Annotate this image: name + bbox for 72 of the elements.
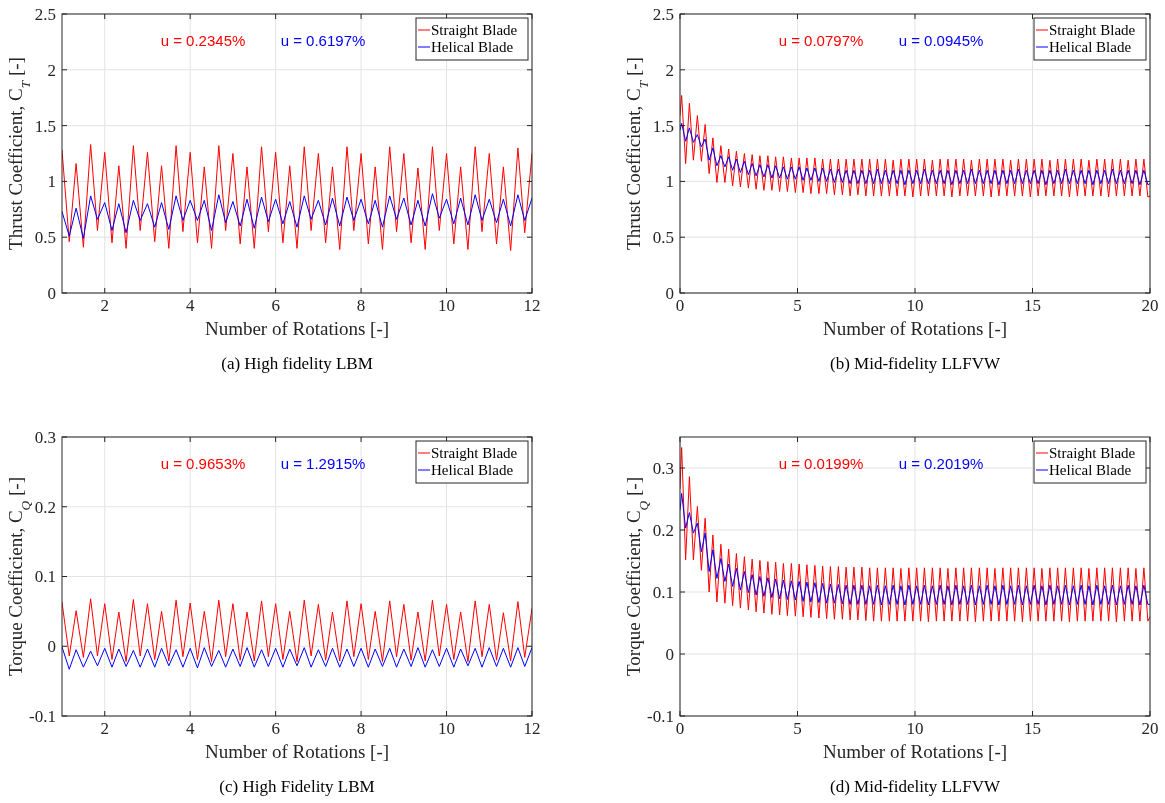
annotation: u = 1.2915% [280, 455, 366, 472]
x-tick-label: 4 [185, 719, 195, 738]
y-tick-label: 2 [47, 60, 56, 80]
line-series [62, 646, 532, 670]
y-tick-label: 0.2 [652, 520, 674, 540]
annotation: u = 0.6197% [280, 32, 366, 49]
line-series [680, 447, 1150, 623]
x-tick-label: 10 [906, 296, 924, 315]
annotation: u = 0.9653% [160, 455, 246, 472]
annotation: u = 0.0945% [898, 32, 984, 49]
y-tick-label: 1.5 [652, 116, 674, 136]
x-tick-label: 6 [271, 719, 280, 738]
line-series [62, 144, 532, 252]
x-tick-label: 12 [523, 296, 541, 315]
x-tick-label: 5 [793, 296, 802, 315]
x-tick-label: 6 [271, 296, 280, 315]
x-tick-label: 8 [356, 296, 366, 315]
x-axis-title: Number of Rotations [-] [822, 741, 1008, 762]
y-tick-label: 1 [665, 172, 674, 192]
legend-label: Straight Blade [431, 445, 518, 462]
legend-label: Helical Blade [431, 39, 514, 56]
y-tick-label: 0.5 [34, 228, 56, 248]
legend-label: Helical Blade [1049, 462, 1132, 479]
text: (d) Mid-fidelity LLFVW [830, 777, 1001, 796]
y-tick-label: 0 [665, 644, 674, 664]
x-tick-label: 15 [1024, 719, 1041, 738]
y-tick-label: 1 [47, 172, 56, 192]
annotation: u = 0.2019% [898, 455, 984, 472]
annotation: u = 0.0797% [778, 32, 864, 49]
text: (c) High Fidelity LBM [219, 777, 375, 796]
x-tick-label: 20 [1141, 719, 1159, 738]
legend-label: Straight Blade [431, 22, 518, 39]
y-tick-label: 0 [47, 637, 56, 657]
line-series [680, 122, 1150, 186]
legend-label: Helical Blade [1049, 39, 1132, 56]
legend-label: Straight Blade [1049, 445, 1136, 462]
line-series [62, 598, 532, 663]
y-tick-label: 2 [665, 60, 674, 80]
x-tick-label: 5 [793, 719, 802, 738]
y-tick-label: 2.5 [652, 4, 674, 24]
x-axis-title: Number of Rotations [-] [822, 318, 1008, 339]
y-tick-label: 0.3 [652, 458, 674, 478]
legend-label: Straight Blade [1049, 22, 1136, 39]
y-tick-label: 0.1 [652, 582, 674, 602]
annotation: u = 0.0199% [778, 455, 864, 472]
y-tick-label: 0.1 [34, 567, 56, 587]
y-tick-label: -0.1 [29, 706, 56, 726]
x-tick-label: 15 [1024, 296, 1041, 315]
annotation: u = 0.2345% [160, 32, 246, 49]
y-tick-label: 0.3 [34, 427, 56, 447]
x-axis-title: Number of Rotations [-] [204, 318, 390, 339]
x-tick-label: 20 [1141, 296, 1159, 315]
y-tick-label: 0.2 [34, 497, 56, 517]
legend-label: Helical Blade [431, 462, 514, 479]
line-series [62, 193, 532, 239]
x-tick-label: 10 [438, 296, 456, 315]
x-tick-label: 12 [523, 719, 541, 738]
line-series [680, 94, 1150, 198]
text: (b) Mid-fidelity LLFVW [830, 354, 1001, 373]
x-tick-label: 2 [100, 296, 109, 315]
line-series [680, 492, 1150, 606]
x-tick-label: 2 [100, 719, 109, 738]
y-tick-label: 2.5 [34, 4, 56, 24]
x-tick-label: 10 [906, 719, 924, 738]
y-tick-label: -0.1 [647, 706, 674, 726]
x-axis-title: Number of Rotations [-] [204, 741, 390, 762]
y-tick-label: 1.5 [34, 116, 56, 136]
x-tick-label: 4 [185, 296, 195, 315]
x-tick-label: 8 [356, 719, 366, 738]
x-tick-label: 10 [438, 719, 456, 738]
text: (a) High fidelity LBM [221, 354, 373, 373]
y-tick-label: 0.5 [652, 228, 674, 248]
